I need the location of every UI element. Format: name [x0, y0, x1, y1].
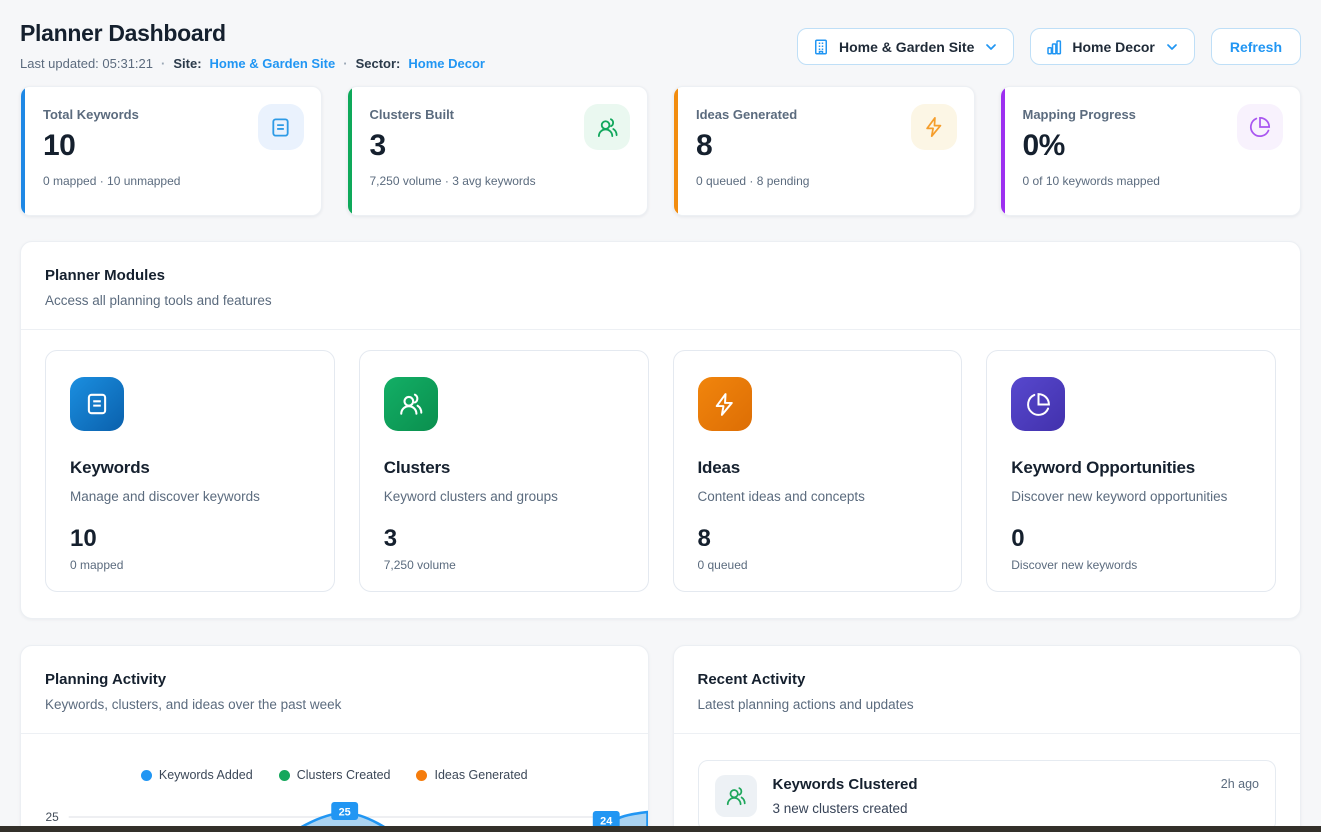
planning-activity-title: Planning Activity: [45, 671, 624, 688]
legend-label: Clusters Created: [297, 768, 391, 782]
stat-caption: 7,250 volume · 3 avg keywords: [370, 174, 628, 188]
refresh-button-label: Refresh: [1230, 39, 1282, 55]
bottom-dark-bar: [0, 826, 1321, 832]
lightning-icon: [911, 104, 957, 150]
stat-caption: 0 of 10 keywords mapped: [1023, 174, 1281, 188]
document-icon: [70, 377, 124, 431]
stats-row: Total Keywords 10 0 mapped · 10 unmapped…: [20, 86, 1301, 216]
svg-text:25: 25: [339, 806, 351, 818]
document-icon: [258, 104, 304, 150]
pie-chart-icon: [1237, 104, 1283, 150]
bottom-row: Planning Activity Keywords, clusters, an…: [20, 645, 1301, 832]
recent-activity-subtitle: Latest planning actions and updates: [698, 697, 1277, 712]
legend-item-ideas-generated[interactable]: Ideas Generated: [416, 768, 527, 782]
users-icon: [715, 775, 757, 817]
planning-activity-subtitle: Keywords, clusters, and ideas over the p…: [45, 697, 624, 712]
planner-modules-panel: Planner Modules Access all planning tool…: [20, 241, 1301, 619]
planner-dashboard-page: Planner Dashboard Last updated: 05:31:21…: [0, 0, 1321, 832]
legend-dot-orange: [416, 770, 427, 781]
module-description: Discover new keyword opportunities: [1011, 489, 1251, 504]
module-title: Ideas: [698, 458, 938, 478]
site-selector-dropdown[interactable]: Home & Garden Site: [797, 28, 1014, 65]
recent-activity-title: Recent Activity: [698, 671, 1277, 688]
legend-item-keywords-added[interactable]: Keywords Added: [141, 768, 253, 782]
point-badge-25: 25: [331, 802, 358, 820]
page-title: Planner Dashboard: [20, 20, 485, 47]
module-card-keywords[interactable]: Keywords Manage and discover keywords 10…: [45, 350, 335, 592]
modules-panel-header: Planner Modules Access all planning tool…: [21, 242, 1300, 329]
divider: [21, 733, 648, 734]
toolbar: Home & Garden Site Home Decor Refresh: [797, 28, 1301, 65]
site-link[interactable]: Home & Garden Site: [210, 56, 336, 71]
stat-caption: 0 mapped · 10 unmapped: [43, 174, 301, 188]
activity-timestamp: 2h ago: [1221, 777, 1259, 791]
site-selector-label: Home & Garden Site: [839, 39, 974, 55]
module-card-ideas[interactable]: Ideas Content ideas and concepts 8 0 que…: [673, 350, 963, 592]
page-header: Planner Dashboard Last updated: 05:31:21…: [20, 0, 1301, 71]
activity-title: Keywords Clustered: [773, 776, 1205, 793]
activity-description: 3 new clusters created: [773, 801, 1205, 816]
module-title: Keywords: [70, 458, 310, 478]
last-updated-text: Last updated: 05:31:21: [20, 56, 153, 71]
modules-grid: Keywords Manage and discover keywords 10…: [21, 330, 1300, 618]
module-description: Keyword clusters and groups: [384, 489, 624, 504]
module-caption: 0 mapped: [70, 558, 310, 572]
activity-texts: Keywords Clustered 3 new clusters create…: [773, 776, 1205, 816]
stat-caption: 0 queued · 8 pending: [696, 174, 954, 188]
recent-activity-panel: Recent Activity Latest planning actions …: [673, 645, 1302, 832]
recent-activity-header: Recent Activity Latest planning actions …: [674, 646, 1301, 733]
chart-legend: Keywords Added Clusters Created Ideas Ge…: [21, 768, 648, 782]
header-meta: Last updated: 05:31:21 · Site: Home & Ga…: [20, 56, 485, 71]
module-title: Keyword Opportunities: [1011, 458, 1251, 478]
header-left: Planner Dashboard Last updated: 05:31:21…: [20, 20, 485, 71]
module-card-keyword-opportunities[interactable]: Keyword Opportunities Discover new keywo…: [986, 350, 1276, 592]
module-value: 10: [70, 525, 310, 553]
pie-chart-icon: [1011, 377, 1065, 431]
planning-activity-panel: Planning Activity Keywords, clusters, an…: [20, 645, 649, 832]
planning-activity-header: Planning Activity Keywords, clusters, an…: [21, 646, 648, 733]
modules-title: Planner Modules: [45, 267, 1276, 284]
bar-chart-icon: [1045, 38, 1063, 56]
legend-label: Keywords Added: [159, 768, 253, 782]
meta-separator: ·: [343, 56, 347, 71]
stat-card-total-keywords: Total Keywords 10 0 mapped · 10 unmapped: [20, 86, 322, 216]
meta-separator: ·: [161, 56, 165, 71]
module-caption: Discover new keywords: [1011, 558, 1251, 572]
building-icon: [812, 38, 830, 56]
legend-dot-green: [279, 770, 290, 781]
module-title: Clusters: [384, 458, 624, 478]
users-icon: [384, 377, 438, 431]
module-card-clusters[interactable]: Clusters Keyword clusters and groups 3 7…: [359, 350, 649, 592]
module-value: 8: [698, 525, 938, 553]
chevron-down-icon: [1164, 39, 1180, 55]
sector-selector-dropdown[interactable]: Home Decor: [1030, 28, 1194, 65]
module-caption: 7,250 volume: [384, 558, 624, 572]
legend-dot-blue: [141, 770, 152, 781]
sector-link[interactable]: Home Decor: [408, 56, 485, 71]
module-caption: 0 queued: [698, 558, 938, 572]
lightning-icon: [698, 377, 752, 431]
modules-subtitle: Access all planning tools and features: [45, 293, 1276, 308]
module-description: Content ideas and concepts: [698, 489, 938, 504]
activity-list: Keywords Clustered 3 new clusters create…: [674, 734, 1301, 832]
y-axis-tick: 25: [46, 810, 60, 824]
sector-selector-label: Home Decor: [1072, 39, 1154, 55]
sector-label: Sector:: [356, 56, 401, 71]
site-label: Site:: [173, 56, 201, 71]
module-value: 3: [384, 525, 624, 553]
users-icon: [584, 104, 630, 150]
module-value: 0: [1011, 525, 1251, 553]
stat-card-mapping-progress: Mapping Progress 0% 0 of 10 keywords map…: [1000, 86, 1302, 216]
refresh-button[interactable]: Refresh: [1211, 28, 1301, 65]
chevron-down-icon: [983, 39, 999, 55]
legend-item-clusters-created[interactable]: Clusters Created: [279, 768, 391, 782]
legend-label: Ideas Generated: [434, 768, 527, 782]
stat-card-ideas-generated: Ideas Generated 8 0 queued · 8 pending: [673, 86, 975, 216]
module-description: Manage and discover keywords: [70, 489, 310, 504]
stat-card-clusters-built: Clusters Built 3 7,250 volume · 3 avg ke…: [347, 86, 649, 216]
activity-item-keywords-clustered[interactable]: Keywords Clustered 3 new clusters create…: [698, 760, 1277, 832]
